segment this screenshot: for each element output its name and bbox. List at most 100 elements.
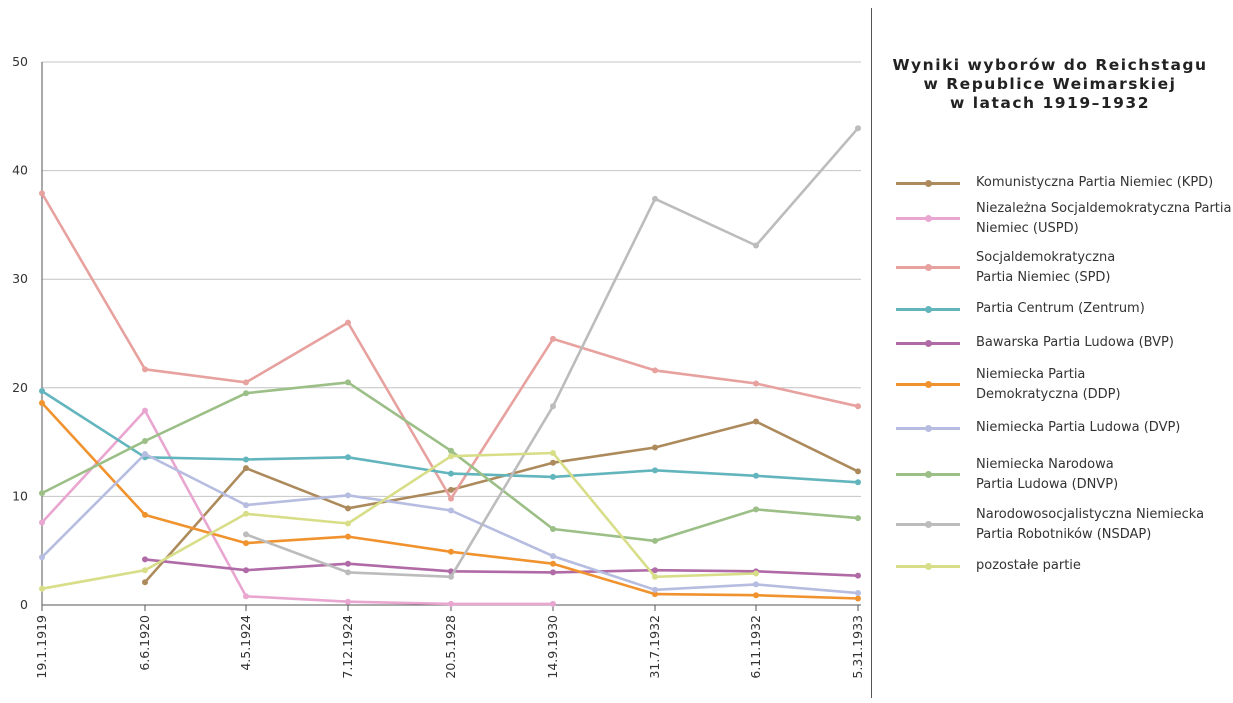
data-point bbox=[243, 456, 249, 463]
data-point bbox=[243, 390, 249, 397]
data-point bbox=[243, 593, 249, 600]
chart-title-line: Wyniki wyborów do Reichstagu bbox=[892, 56, 1208, 74]
y-tick-label: 0 bbox=[20, 597, 28, 612]
data-point bbox=[855, 590, 861, 597]
data-point bbox=[345, 520, 351, 527]
legend-label: Narodowosocjalistyczna Niemiecka Partia R… bbox=[976, 505, 1233, 545]
series bbox=[39, 451, 861, 597]
data-point bbox=[39, 585, 45, 592]
data-point bbox=[448, 453, 454, 460]
series-line bbox=[40, 451, 758, 590]
axes bbox=[41, 62, 861, 611]
data-point bbox=[39, 400, 45, 407]
series-line bbox=[40, 381, 860, 543]
chart-title-line: w latach 1919–1932 bbox=[949, 94, 1150, 112]
legend-swatch-dot bbox=[925, 381, 932, 388]
legend-label-line: Narodowosocjalistyczna Niemiecka bbox=[976, 507, 1205, 522]
x-tick-label: 19.1.1919 bbox=[34, 615, 49, 679]
data-point bbox=[345, 492, 351, 499]
legend-label-line: pozostałe partie bbox=[976, 558, 1081, 573]
legend-swatch bbox=[896, 178, 960, 188]
data-point bbox=[550, 553, 556, 560]
data-point bbox=[753, 242, 759, 249]
legend-swatch bbox=[896, 213, 960, 223]
legend-swatch-dot bbox=[925, 521, 932, 528]
legend-label-line: Niemiec (USPD) bbox=[976, 221, 1079, 236]
data-point bbox=[142, 511, 148, 518]
series bbox=[142, 556, 861, 579]
data-point bbox=[550, 569, 556, 576]
legend-swatch-dot bbox=[925, 264, 932, 271]
x-tick-label: 5.31.1933 bbox=[850, 615, 865, 679]
legend-swatch bbox=[896, 469, 960, 479]
data-point bbox=[243, 540, 249, 547]
data-point bbox=[39, 519, 45, 526]
data-point bbox=[448, 600, 454, 607]
series bbox=[39, 407, 556, 607]
legend-swatch-dot bbox=[925, 563, 932, 570]
data-point bbox=[652, 537, 658, 544]
data-point bbox=[243, 531, 249, 538]
legend-label-line: Niemiecka Partia Ludowa (DVP) bbox=[976, 420, 1181, 435]
data-point bbox=[448, 507, 454, 514]
series-line bbox=[40, 389, 860, 484]
x-tick-label: 20.5.1928 bbox=[443, 615, 458, 679]
data-point bbox=[652, 567, 658, 574]
data-point bbox=[345, 598, 351, 605]
legend-label-line: Partia Centrum (Zentrum) bbox=[976, 301, 1145, 316]
series-line bbox=[40, 409, 555, 606]
legend-label-line: Partia Robotników (NSDAP) bbox=[976, 527, 1152, 542]
data-point bbox=[142, 451, 148, 458]
data-point bbox=[652, 591, 658, 598]
x-tick-labels: 19.1.1919 6.6.1920 4.5.1924 7.12.1924 20.5.1… bbox=[34, 615, 865, 679]
legend-label: Niemiecka Partia Ludowa (DVP) bbox=[976, 418, 1233, 438]
data-point bbox=[142, 366, 148, 373]
series-group bbox=[39, 125, 861, 607]
data-point bbox=[753, 506, 759, 513]
data-point bbox=[39, 490, 45, 497]
series-line bbox=[143, 558, 860, 577]
data-point bbox=[345, 379, 351, 386]
data-point bbox=[550, 560, 556, 567]
legend-label-line: Demokratyczna (DDP) bbox=[976, 387, 1121, 402]
data-point bbox=[142, 567, 148, 574]
data-point bbox=[448, 486, 454, 493]
legend-divider bbox=[871, 8, 872, 698]
x-tick-label: 31.7.1932 bbox=[647, 615, 662, 679]
chart-title: Wyniki wyborów do Reichstagu w Republice… bbox=[880, 56, 1220, 113]
legend-label: Bawarska Partia Ludowa (BVP) bbox=[976, 333, 1233, 353]
data-point bbox=[855, 403, 861, 410]
legend-label-line: Niezależna Socjaldemokratyczna Partia bbox=[976, 201, 1232, 216]
data-point bbox=[550, 449, 556, 456]
data-point bbox=[652, 467, 658, 474]
y-tick-label: 10 bbox=[12, 488, 28, 503]
data-point bbox=[243, 510, 249, 517]
legend-label-line: Niemiecka Partia bbox=[976, 367, 1086, 382]
data-point bbox=[550, 600, 556, 607]
y-tick-label: 30 bbox=[12, 271, 28, 286]
data-point bbox=[550, 403, 556, 410]
data-point bbox=[448, 470, 454, 477]
legend-label: Komunistyczna Partia Niemiec (KPD) bbox=[976, 173, 1233, 193]
legend-label: Socjaldemokratyczna Partia Niemiec (SPD) bbox=[976, 248, 1233, 288]
data-point bbox=[855, 125, 861, 132]
data-point bbox=[448, 548, 454, 555]
data-point bbox=[39, 554, 45, 561]
y-tick-label: 40 bbox=[12, 163, 28, 178]
data-point bbox=[243, 465, 249, 472]
data-point bbox=[652, 444, 658, 451]
legend-label: Niemiecka Narodowa Partia Ludowa (DNVP) bbox=[976, 455, 1233, 495]
legend-swatch bbox=[896, 561, 960, 571]
data-point bbox=[345, 454, 351, 461]
chart-title-line: w Republice Weimarskiej bbox=[923, 75, 1177, 93]
legend-label-line: Partia Ludowa (DNVP) bbox=[976, 477, 1119, 492]
legend-swatch-dot bbox=[925, 215, 932, 222]
legend-label: pozostałe partie bbox=[976, 556, 1233, 576]
data-point bbox=[345, 319, 351, 326]
data-point bbox=[855, 515, 861, 522]
data-point bbox=[652, 586, 658, 593]
data-point bbox=[652, 367, 658, 374]
data-point bbox=[753, 380, 759, 387]
data-point bbox=[345, 560, 351, 567]
legend-swatch-dot bbox=[925, 471, 932, 478]
